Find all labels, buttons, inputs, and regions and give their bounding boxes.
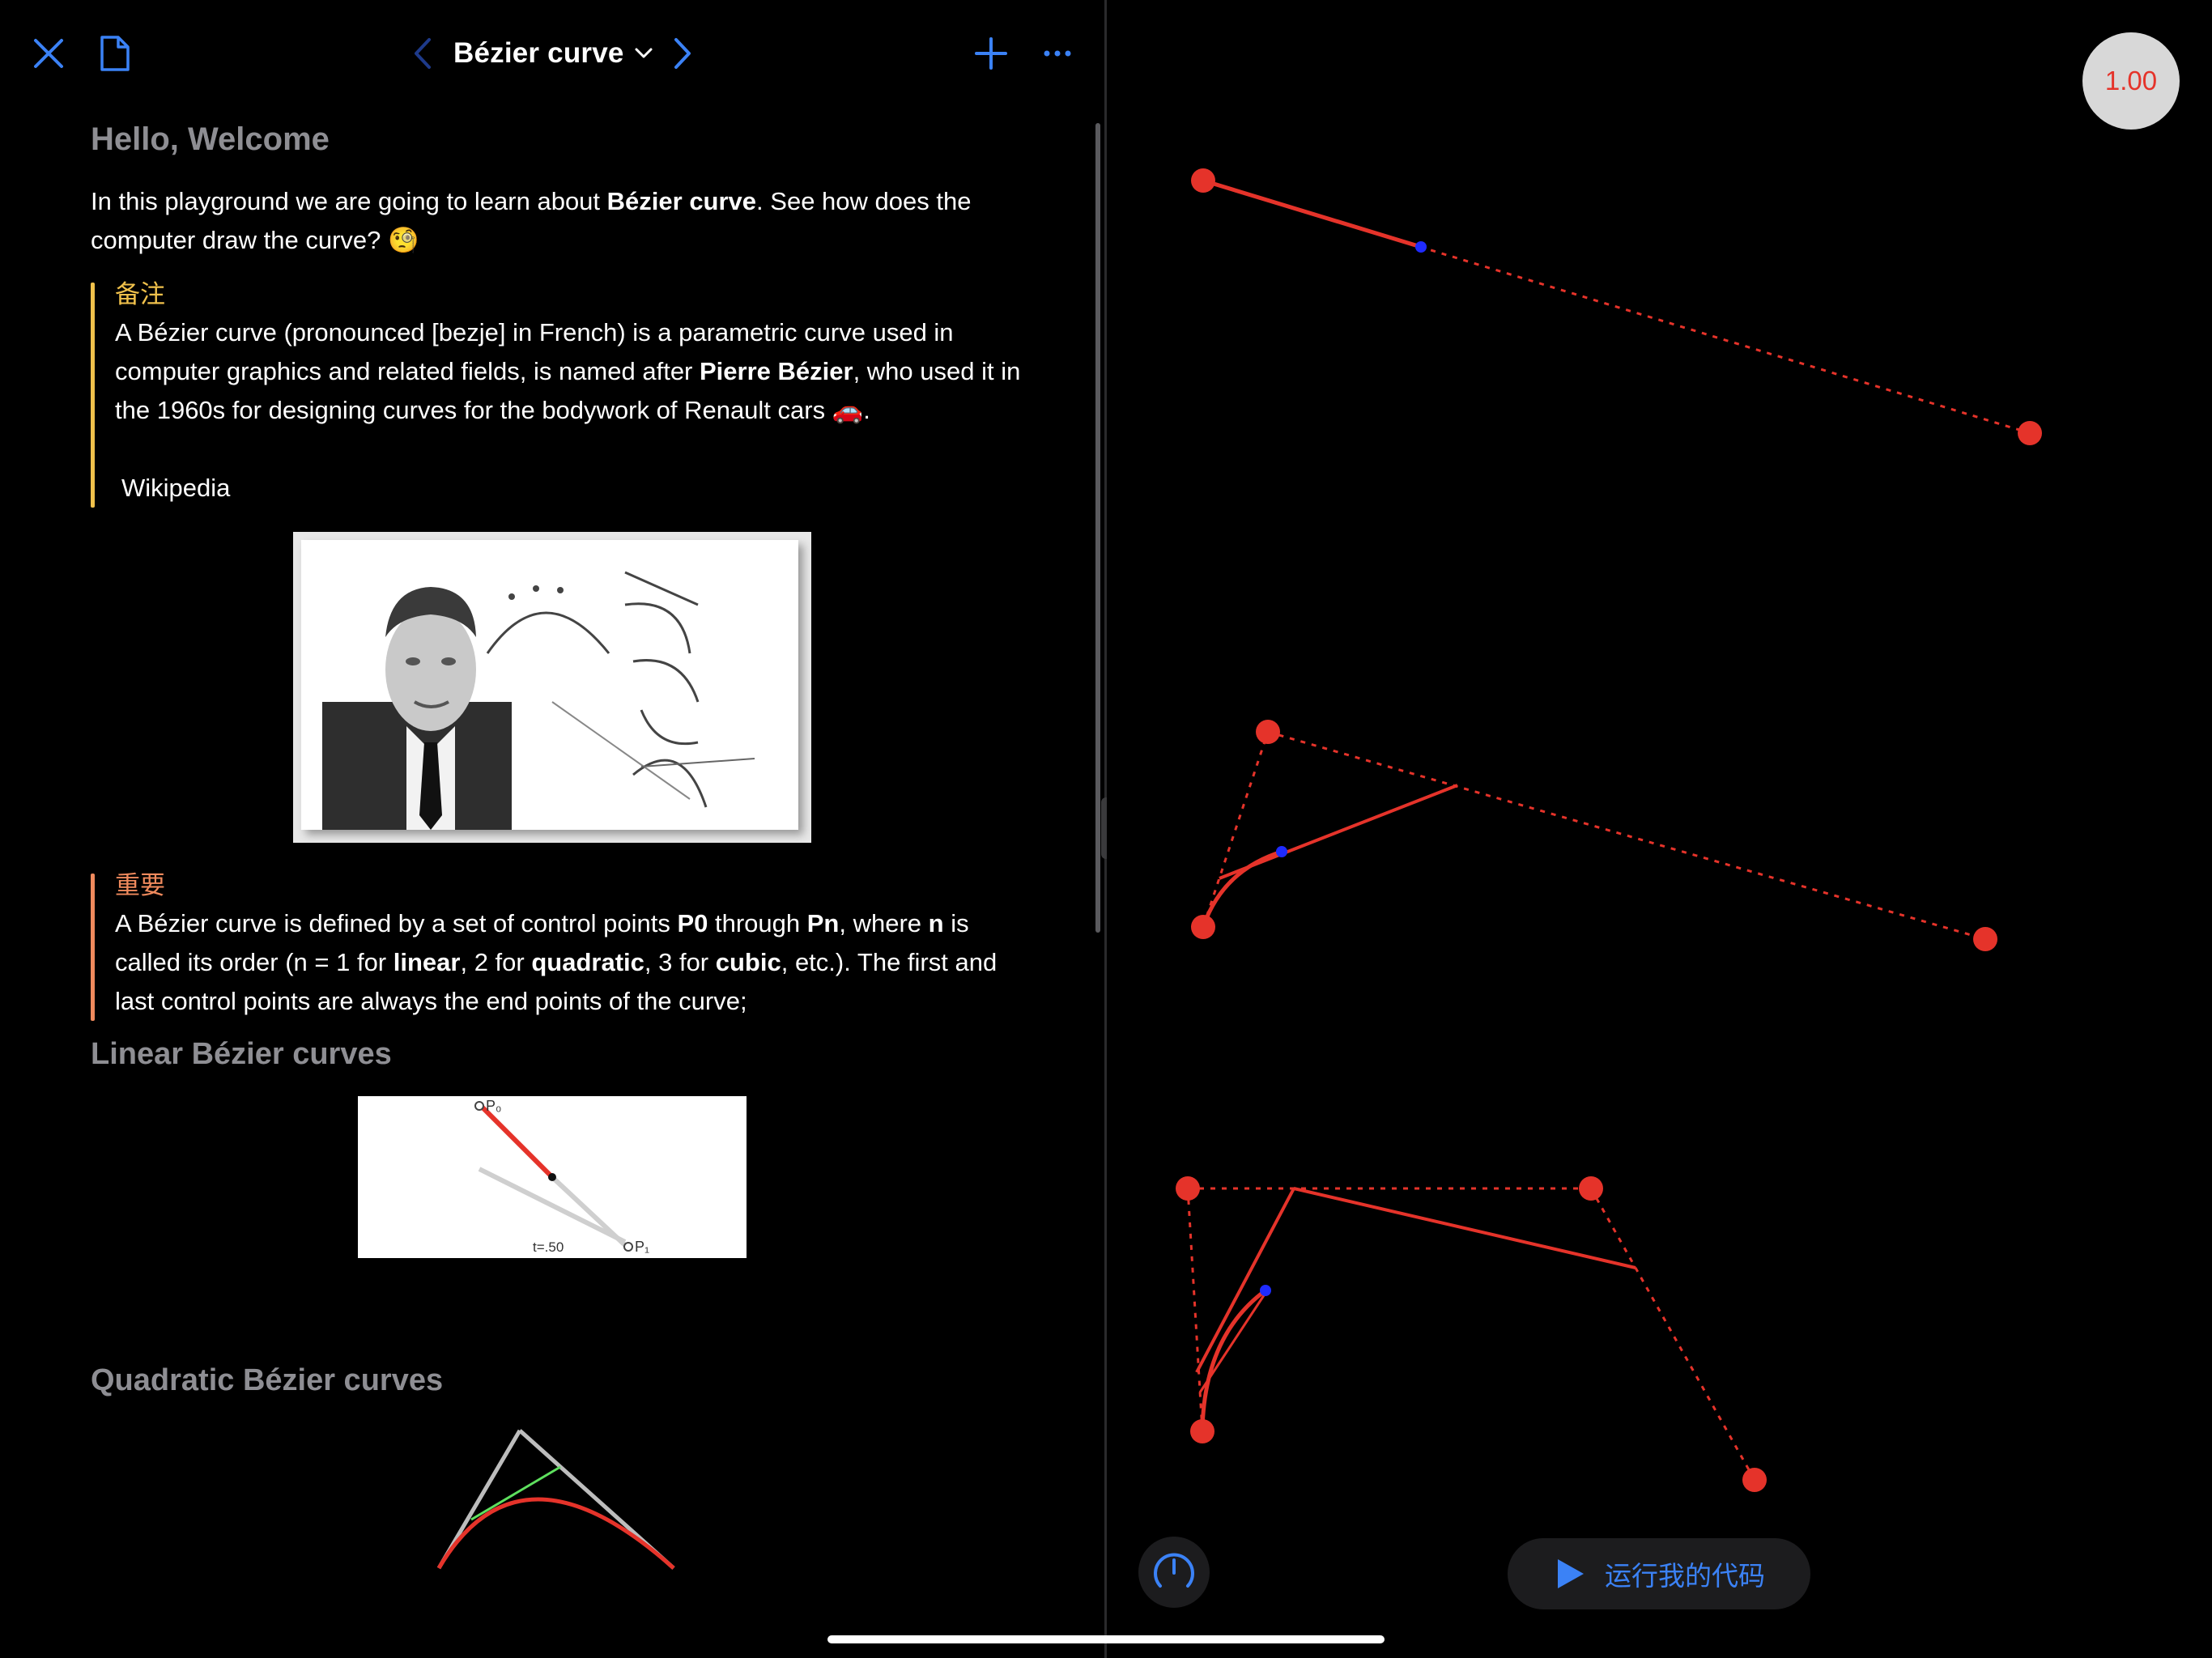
note-source: Wikipedia <box>121 474 231 502</box>
ellipsis-icon <box>1044 50 1071 57</box>
page-title: Bézier curve <box>453 37 624 69</box>
linear-end-point[interactable] <box>2018 421 2042 445</box>
pierre-bezier-image <box>293 532 811 843</box>
important-text-4: is called its order (n = 1 for <box>115 909 969 976</box>
important-text-2: through <box>708 909 807 937</box>
speed-value: 1.00 <box>2104 66 2158 96</box>
important-text-3: , where <box>839 909 929 937</box>
cubic-start-point[interactable] <box>1190 1419 1214 1443</box>
linear-heading: Linear Bézier curves <box>91 1037 392 1071</box>
intro-bold: Bézier curve <box>606 187 757 215</box>
quadratic-bezier-drawing <box>436 1429 675 1570</box>
document-icon <box>100 36 130 71</box>
speedometer-icon <box>1154 1553 1194 1588</box>
t-label: t=.50 <box>533 1239 564 1255</box>
important-text-7: , etc.). The first and last control poin… <box>115 948 998 1015</box>
quadratic-start-point[interactable] <box>1191 915 1215 939</box>
intro-text: In this playground we are going to learn… <box>91 187 607 215</box>
important-text-5: , 2 for <box>460 948 532 976</box>
play-icon <box>1558 1559 1584 1588</box>
linear-start-point[interactable] <box>1191 168 1215 193</box>
document-button[interactable] <box>91 28 139 79</box>
chevron-left-icon <box>415 38 431 69</box>
important-title: 重要 <box>115 871 165 899</box>
bezier-canvas <box>1176 168 2042 1492</box>
chevron-right-icon <box>674 38 691 69</box>
cubic-demo <box>1176 1176 1767 1492</box>
important-bar <box>91 874 95 1021</box>
linear-bezier-drawing: P₀ P₁ t=.50 <box>474 1098 649 1255</box>
quadratic-end-point[interactable] <box>1973 927 1997 951</box>
note-bold: Pierre Bézier <box>700 357 853 385</box>
note-title: 备注 <box>115 280 165 308</box>
important-bold-3: n <box>928 909 944 937</box>
document-scrollbar[interactable] <box>1095 123 1100 933</box>
important-bold-2: Pn <box>806 909 840 937</box>
note-text: A Bézier curve (pronounced [bezje] in Fr… <box>115 318 954 385</box>
document-content: Hello, Welcome In this playground we are… <box>91 113 1030 1584</box>
speed-control-button[interactable] <box>1138 1537 1210 1608</box>
more-button[interactable] <box>1033 29 1082 78</box>
quadratic-control-point[interactable] <box>1256 720 1280 744</box>
page-title-menu[interactable]: Bézier curve <box>453 29 664 78</box>
intro-text-end: . See how does the computer draw the cur… <box>91 187 972 254</box>
important-bold-1: P0 <box>677 909 708 937</box>
close-button[interactable] <box>24 29 73 78</box>
cubic-end-point[interactable] <box>1742 1468 1767 1492</box>
run-code-button[interactable]: 运行我的代码 <box>1508 1538 1810 1609</box>
p1-label: P₁ <box>635 1239 649 1255</box>
linear-bezier-figure: P₀ P₁ t=.50 <box>358 1096 747 1258</box>
important-text-1: A Bézier curve is defined by a set of co… <box>115 909 678 937</box>
note-callout: 备注 A Bézier curve (pronounced [bezje] in… <box>91 276 1030 508</box>
cubic-control-point-1[interactable] <box>1176 1176 1200 1201</box>
important-bold-4: linear <box>393 948 461 976</box>
home-indicator[interactable] <box>827 1635 1385 1643</box>
next-page-button[interactable] <box>662 29 703 78</box>
linear-demo <box>1191 168 2042 445</box>
quadratic-t-point <box>1276 846 1287 857</box>
p0-label: P₀ <box>486 1098 501 1114</box>
run-code-label: 运行我的代码 <box>1605 1561 1765 1591</box>
plus-icon <box>975 37 1007 70</box>
cubic-control-point-2[interactable] <box>1579 1176 1603 1201</box>
note-text-end: , who used it in the 1960s for designing… <box>115 357 1021 424</box>
quadratic-bezier-figure <box>431 1422 690 1584</box>
important-bold-5: quadratic <box>531 948 644 976</box>
bezier-drawing <box>322 571 755 830</box>
note-bar <box>91 283 95 508</box>
quadratic-demo <box>1191 720 1997 951</box>
intro-paragraph: In this playground we are going to learn… <box>91 182 1030 260</box>
chevron-down-icon <box>635 48 653 58</box>
welcome-heading: Hello, Welcome <box>91 121 330 157</box>
live-view-pane <box>1107 0 2212 1658</box>
document-pane: Bézier curve Hello, Welcome In this play… <box>0 0 1104 1658</box>
note-paragraph: A Bézier curve (pronounced [bezje] in Fr… <box>115 313 1030 430</box>
add-button[interactable] <box>967 29 1015 78</box>
important-text-6: , 3 for <box>644 948 716 976</box>
important-bold-6: cubic <box>715 948 781 976</box>
speed-badge[interactable]: 1.00 <box>2082 32 2180 130</box>
previous-page-button[interactable] <box>405 29 440 78</box>
quadratic-heading: Quadratic Bézier curves <box>91 1363 444 1397</box>
cubic-t-point <box>1260 1285 1271 1296</box>
important-paragraph: A Bézier curve is defined by a set of co… <box>115 904 1030 1021</box>
close-icon <box>34 39 63 68</box>
important-callout: 重要 A Bézier curve is defined by a set of… <box>91 867 1030 1021</box>
linear-t-point <box>1415 241 1427 253</box>
